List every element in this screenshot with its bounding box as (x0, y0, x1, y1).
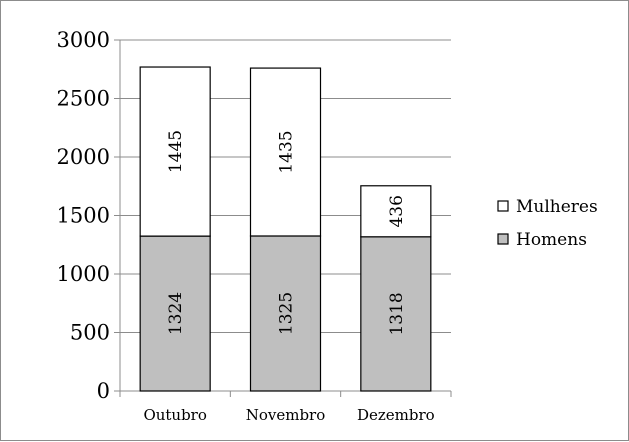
labels: 0 500 1000 1500 2000 2500 3000 1324 1445 Outubro 1… (57, 28, 435, 424)
y-tick-label: 1000 (57, 262, 110, 286)
x-category-label: Outubro (143, 406, 206, 424)
data-label: 1318 (387, 292, 407, 335)
y-tick-label: 1500 (57, 204, 110, 228)
legend-label-homens: Homens (516, 230, 587, 250)
bar-mulheres-novembro (249, 67, 322, 237)
data-label: 436 (387, 195, 407, 227)
y-tick-label: 3000 (57, 28, 110, 52)
bar-homens-novembro (249, 235, 322, 392)
legend-swatch-homens (497, 233, 509, 245)
legend-swatch-mulheres (497, 200, 509, 212)
legend-label-mulheres: Mulheres (516, 197, 598, 217)
x-category-label: Novembro (246, 406, 326, 424)
y-tick-label: 500 (70, 321, 110, 345)
y-tick-label: 2000 (57, 145, 110, 169)
data-label: 1435 (277, 130, 297, 173)
legend: Mulheres Homens (497, 197, 598, 250)
y-tick-label: 0 (97, 379, 110, 403)
data-label: 1324 (166, 292, 186, 335)
data-label: 1325 (277, 292, 297, 335)
y-tick-label: 2500 (57, 87, 110, 111)
data-label: 1445 (166, 130, 186, 173)
bar-mulheres-dezembro (360, 185, 432, 238)
bars (139, 66, 432, 392)
bar-homens-dezembro (360, 236, 432, 392)
bar-mulheres-outubro (139, 66, 211, 237)
x-category-label: Dezembro (357, 406, 435, 424)
